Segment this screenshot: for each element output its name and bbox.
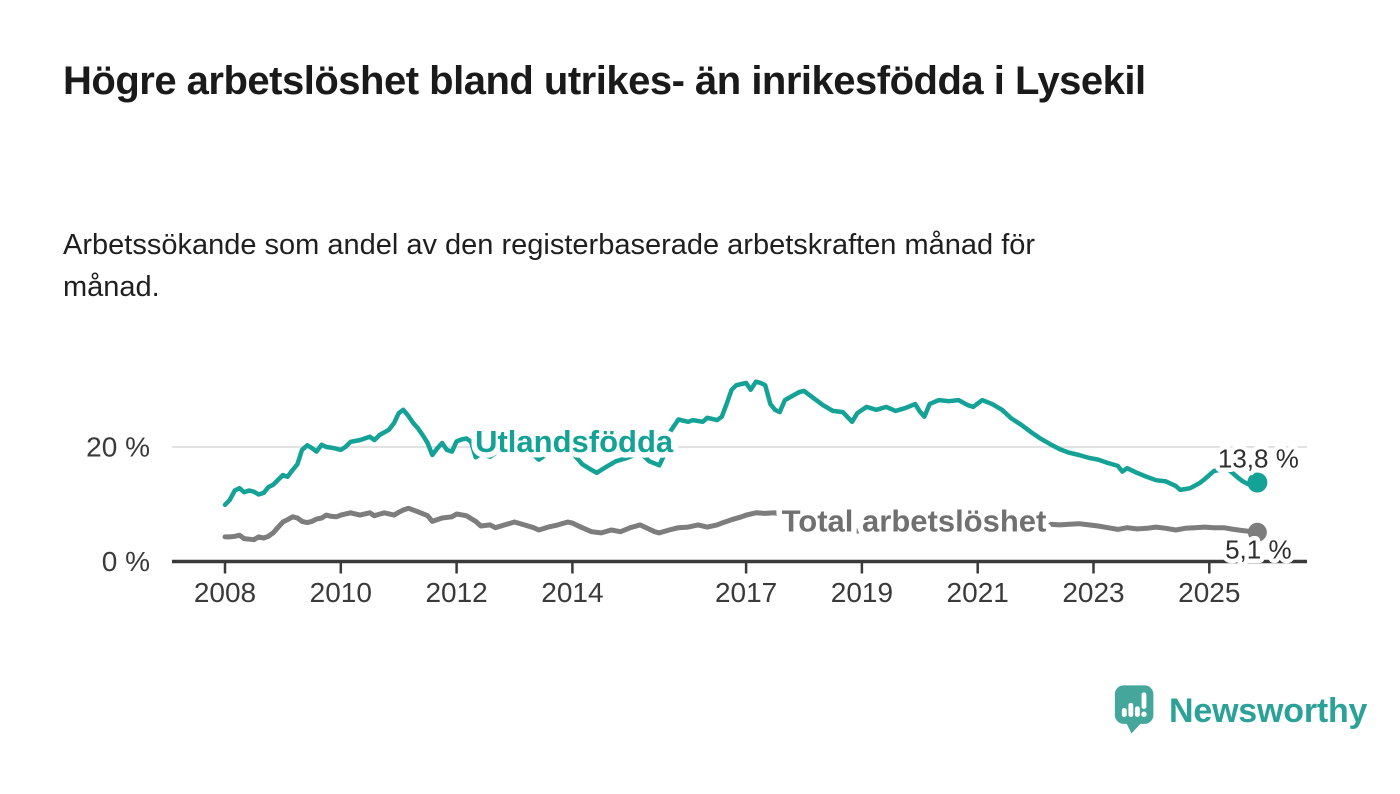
x-tick-label-2023: 2023 <box>1062 577 1124 608</box>
series-line-total <box>222 505 1260 543</box>
end-dot-total <box>1247 522 1267 542</box>
series-label-utlandsfodda: Utlandsfödda <box>475 424 674 459</box>
x-tick-label-2019: 2019 <box>831 577 893 608</box>
x-tick-label-2021: 2021 <box>947 577 1009 608</box>
end-value-label-utlandsfodda: 13,8 % <box>1218 443 1299 473</box>
brand-footer: Newsworthy <box>1114 684 1367 739</box>
x-tick-label-2010: 2010 <box>310 577 372 608</box>
x-tick-label-2014: 2014 <box>541 577 603 608</box>
y-tick-label-0: 0 % <box>102 546 150 577</box>
series-label-total: Total arbetslöshet <box>782 504 1047 539</box>
series-line-utlandsfodda <box>222 379 1260 508</box>
end-value-label-total: 5,1 % <box>1225 534 1292 564</box>
brand-name: Newsworthy <box>1169 692 1368 730</box>
newsworthy-logo-icon <box>1114 684 1156 739</box>
chart-title: Högre arbetslöshet bland utrikes- än inr… <box>63 59 1146 103</box>
x-tick-label-2025: 2025 <box>1178 577 1240 608</box>
y-tick-label-20: 20 % <box>86 432 150 463</box>
chart-header: Högre arbetslöshet bland utrikes- än inr… <box>63 56 1233 303</box>
x-tick-label-2008: 2008 <box>194 577 256 608</box>
chart-subtitle: Arbetssökande som andel av den registerb… <box>63 229 1036 303</box>
end-dot-utlandsfodda <box>1247 472 1268 493</box>
x-tick-label-2017: 2017 <box>715 577 777 608</box>
x-tick-label-2012: 2012 <box>425 577 487 608</box>
